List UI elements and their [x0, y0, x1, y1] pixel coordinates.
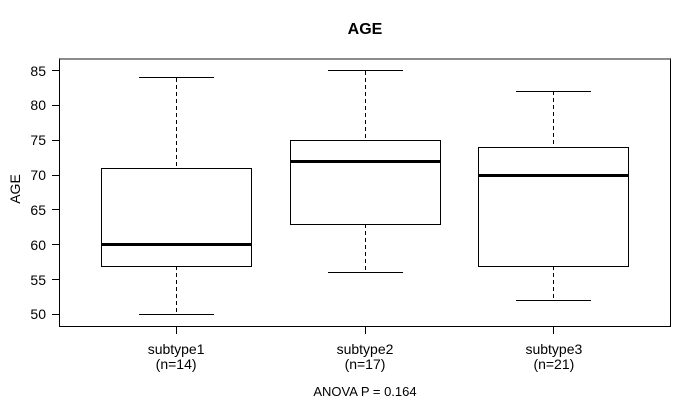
- whisker-cap-min: [516, 300, 592, 302]
- box: [478, 147, 630, 267]
- lower-whisker: [553, 265, 555, 301]
- group-name-label: subtype1: [147, 341, 205, 357]
- y-tick: [52, 174, 59, 176]
- y-tick-label: 80: [30, 97, 46, 114]
- plot-frame: [59, 58, 671, 327]
- y-tick: [52, 313, 59, 315]
- y-tick-label: 75: [30, 132, 46, 149]
- whisker-cap-max: [138, 77, 214, 78]
- chart-title: AGE: [347, 21, 383, 38]
- y-tick: [52, 244, 59, 246]
- whisker-cap-max: [327, 70, 403, 72]
- y-tick: [52, 209, 59, 211]
- y-tick-label: 70: [30, 167, 46, 184]
- whisker-cap-min: [327, 272, 403, 274]
- group-n-label: (n=14): [155, 355, 197, 372]
- y-tick: [52, 70, 59, 72]
- group-n-label: (n=21): [533, 355, 575, 372]
- y-tick-label: 85: [30, 62, 46, 79]
- x-axis-group-label: subtype1 (n=14): [106, 342, 246, 371]
- upper-whisker: [553, 91, 555, 148]
- median-line: [289, 159, 441, 163]
- x-tick: [364, 327, 366, 334]
- whisker-cap-min: [138, 313, 214, 315]
- x-tick: [553, 327, 555, 334]
- upper-whisker: [175, 77, 177, 169]
- y-tick-label: 55: [30, 271, 46, 288]
- group-name-label: subtype3: [525, 341, 583, 357]
- lower-whisker: [175, 265, 177, 315]
- whisker-cap-max: [516, 90, 592, 92]
- median-line: [478, 173, 630, 177]
- x-axis-group-label: subtype2 (n=17): [295, 342, 435, 371]
- y-tick: [52, 279, 59, 281]
- box: [100, 168, 252, 267]
- y-tick: [52, 139, 59, 141]
- anova-annotation: ANOVA P = 0.164: [313, 384, 417, 399]
- median-line: [100, 243, 252, 247]
- y-tick: [52, 104, 59, 106]
- y-tick-label: 65: [30, 201, 46, 218]
- x-tick: [175, 327, 177, 334]
- y-tick-label: 60: [30, 236, 46, 253]
- y-tick-label: 50: [30, 306, 46, 323]
- group-n-label: (n=17): [344, 355, 386, 372]
- group-name-label: subtype2: [336, 341, 394, 357]
- lower-whisker: [364, 223, 366, 273]
- upper-whisker: [364, 70, 366, 141]
- x-axis-group-label: subtype3 (n=21): [484, 342, 624, 371]
- box: [289, 140, 441, 225]
